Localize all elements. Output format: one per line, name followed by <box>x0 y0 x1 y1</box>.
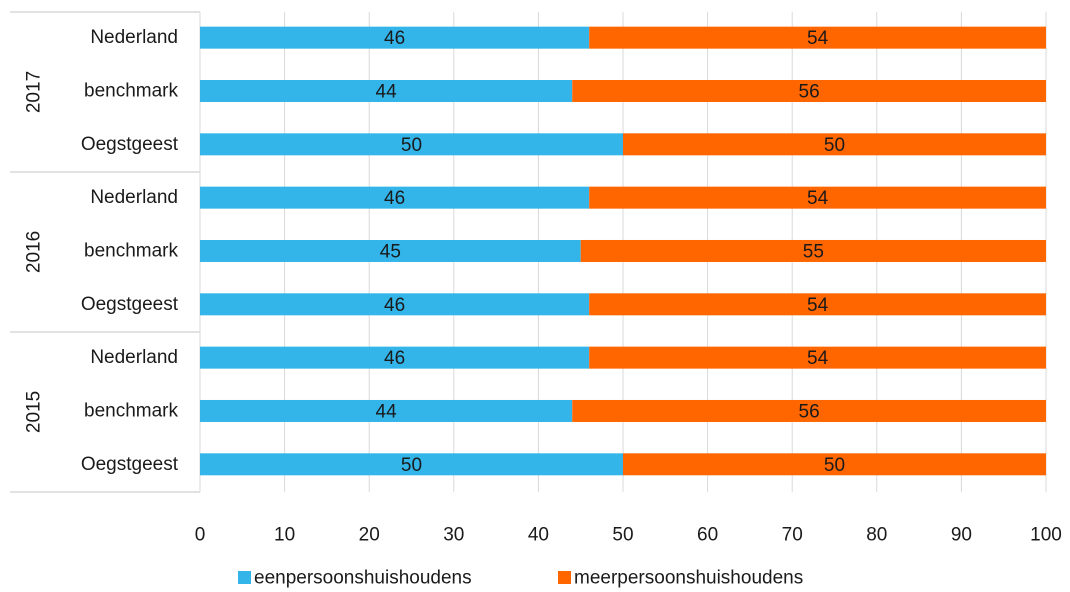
category-label: Oegstgeest <box>81 134 179 155</box>
data-label: 46 <box>384 188 405 209</box>
category-label: Nederland <box>90 347 178 368</box>
data-label: 56 <box>799 81 820 102</box>
data-label: 54 <box>807 188 829 209</box>
x-tick-label: 100 <box>1030 525 1062 546</box>
bar-meerpersoonshuishoudens <box>589 346 1046 369</box>
data-label: 46 <box>384 295 405 316</box>
legend-swatch-eenpersoonshuishoudens <box>238 571 251 584</box>
x-tick-label: 30 <box>443 525 464 546</box>
data-label: 50 <box>401 135 422 156</box>
data-label: 54 <box>807 348 829 369</box>
legend-label-meerpersoonshuishoudens: meerpersoonshuishoudens <box>574 568 803 589</box>
data-label: 50 <box>401 455 422 476</box>
data-label: 55 <box>803 241 824 262</box>
data-label: 46 <box>384 348 405 369</box>
x-tick-label: 20 <box>359 525 380 546</box>
bar-eenpersoonshuishoudens <box>200 399 573 422</box>
bar-eenpersoonshuishoudens <box>200 186 590 209</box>
bar-meerpersoonshuishoudens <box>589 293 1046 316</box>
bar-eenpersoonshuishoudens <box>200 133 623 156</box>
bar-meerpersoonshuishoudens <box>580 239 1046 262</box>
x-tick-label: 0 <box>195 525 206 546</box>
bar-eenpersoonshuishoudens <box>200 79 573 102</box>
category-label: Nederland <box>90 187 178 208</box>
data-label: 50 <box>824 455 845 476</box>
group-label-2017: 2017 <box>24 71 45 113</box>
x-tick-label: 50 <box>612 525 633 546</box>
legend-label-eenpersoonshuishoudens: eenpersoonshuishoudens <box>254 568 472 589</box>
bar-eenpersoonshuishoudens <box>200 346 590 369</box>
data-label: 56 <box>799 401 820 422</box>
data-label: 44 <box>376 81 398 102</box>
bar-meerpersoonshuishoudens <box>572 399 1046 422</box>
data-label: 45 <box>380 241 401 262</box>
bar-eenpersoonshuishoudens <box>200 453 623 476</box>
data-label: 54 <box>807 28 829 49</box>
bar-meerpersoonshuishoudens <box>623 453 1046 476</box>
category-label: benchmark <box>84 80 178 101</box>
category-label: Oegstgeest <box>81 454 179 475</box>
legend-swatch-meerpersoonshuishoudens <box>558 571 571 584</box>
group-label-2016: 2016 <box>24 231 45 273</box>
bar-eenpersoonshuishoudens <box>200 26 590 49</box>
bar-meerpersoonshuishoudens <box>589 186 1046 209</box>
bar-meerpersoonshuishoudens <box>623 133 1046 156</box>
x-tick-label: 60 <box>697 525 718 546</box>
group-label-2015: 2015 <box>24 391 45 433</box>
data-label: 54 <box>807 295 829 316</box>
data-label: 50 <box>824 135 845 156</box>
category-label: benchmark <box>84 240 178 261</box>
data-label: 46 <box>384 28 405 49</box>
bar-meerpersoonshuishoudens <box>572 79 1046 102</box>
category-label: Oegstgeest <box>81 294 179 315</box>
bar-eenpersoonshuishoudens <box>200 293 590 316</box>
x-tick-label: 70 <box>782 525 803 546</box>
bar-meerpersoonshuishoudens <box>589 26 1046 49</box>
category-label: Nederland <box>90 27 178 48</box>
x-tick-label: 40 <box>528 525 549 546</box>
data-label: 44 <box>376 401 398 422</box>
x-tick-label: 10 <box>274 525 295 546</box>
x-tick-label: 90 <box>951 525 972 546</box>
bar-eenpersoonshuishoudens <box>200 239 581 262</box>
category-label: benchmark <box>84 400 178 421</box>
x-tick-label: 80 <box>866 525 887 546</box>
